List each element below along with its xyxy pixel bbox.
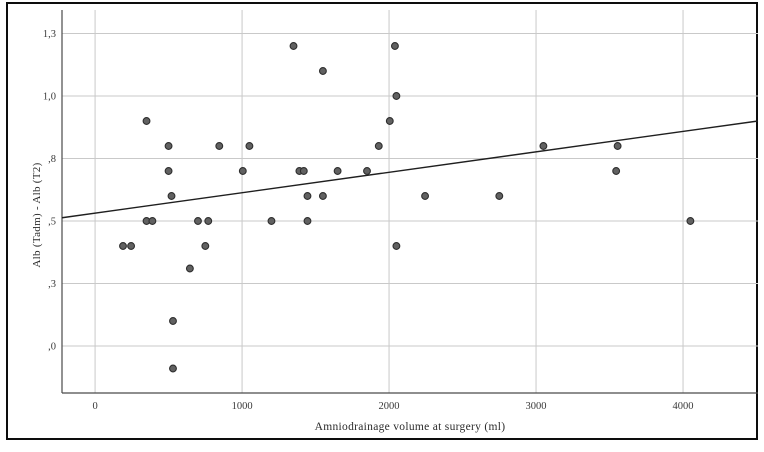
data-point: [164, 167, 173, 175]
data-point: [194, 217, 202, 225]
y-tick-label: 1,3: [43, 29, 56, 40]
data-point: [392, 92, 401, 100]
data-point: [612, 167, 621, 175]
data-point: [185, 264, 194, 273]
data-point: [385, 117, 394, 125]
data-point: [318, 192, 327, 200]
data-point: [215, 142, 224, 150]
data-point: [245, 142, 254, 150]
data-point: [333, 167, 342, 175]
data-point: [299, 167, 308, 175]
data-point: [238, 167, 247, 175]
data-point: [374, 142, 383, 150]
data-point: [142, 117, 151, 125]
x-axis-title: Amniodrainage volume at surgery (ml): [314, 421, 506, 433]
x-tick-label: 4000: [673, 401, 694, 412]
data-point: [303, 192, 312, 200]
data-point: [267, 217, 276, 225]
x-tick-label: 0: [92, 401, 97, 412]
trend-line: [61, 120, 759, 219]
data-point: [127, 242, 136, 250]
data-point: [495, 192, 504, 200]
data-point: [148, 217, 157, 225]
data-point: [539, 142, 548, 150]
x-tick-label: 1000: [232, 401, 253, 412]
data-point: [201, 242, 210, 250]
y-tick-label: ,5: [48, 217, 56, 228]
y-axis-title: Alb (Tadm) - Alb (T2): [31, 162, 43, 268]
data-point: [303, 217, 312, 225]
y-tick-label: ,0: [48, 342, 56, 353]
data-point: [164, 142, 173, 150]
x-tick-label: 2000: [379, 401, 400, 412]
data-point: [613, 142, 622, 150]
data-point: [390, 42, 399, 50]
data-point: [289, 42, 298, 50]
data-point: [204, 217, 213, 225]
x-tick-label: 3000: [526, 401, 547, 412]
data-point: [686, 217, 695, 225]
y-tick-label: 1,0: [43, 92, 56, 103]
data-point: [318, 67, 327, 75]
data-point: [363, 167, 371, 175]
data-point: [421, 192, 430, 200]
data-point: [392, 242, 401, 250]
y-tick-label: ,8: [48, 154, 56, 165]
data-point: [169, 364, 177, 373]
data-point: [167, 192, 176, 200]
y-tick-label: ,3: [48, 279, 56, 290]
data-point: [169, 317, 177, 325]
data-point: [119, 242, 127, 250]
